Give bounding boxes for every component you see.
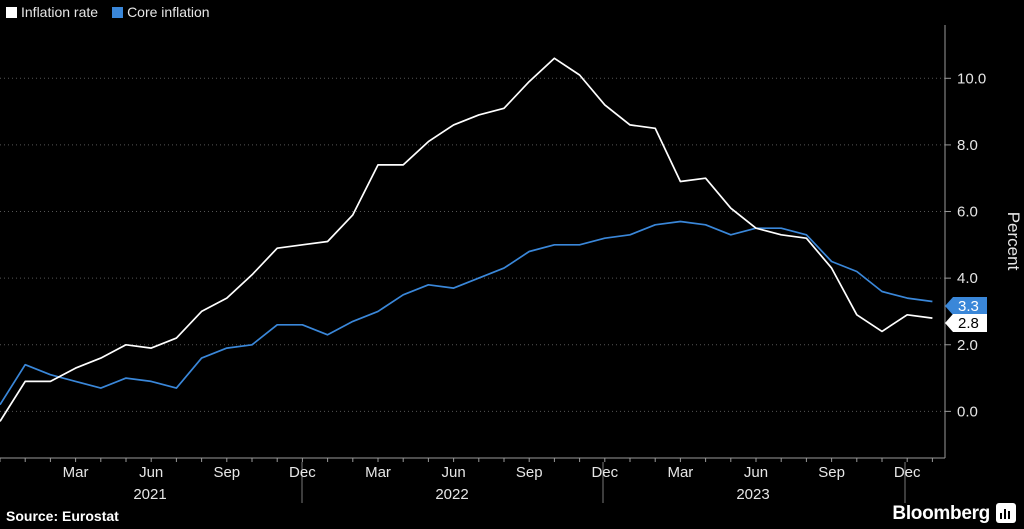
x-month-label: Dec	[289, 464, 316, 481]
legend-item-inflation[interactable]: Inflation rate	[6, 4, 98, 20]
y-tick-label: 0.0	[957, 403, 978, 420]
flag-shape	[945, 314, 987, 332]
x-month-label: Sep	[516, 464, 543, 481]
x-month-label: Jun	[139, 464, 163, 481]
y-tick-label: 2.0	[957, 337, 978, 354]
brand-logo-text: Bloomberg	[892, 503, 990, 524]
y-tick-label: 8.0	[957, 137, 978, 154]
x-month-label: Sep	[213, 464, 240, 481]
x-month-label: Sep	[818, 464, 845, 481]
last-value-flag-inflation: 2.8	[945, 314, 987, 332]
legend-swatch-core	[112, 6, 124, 18]
legend-item-core[interactable]: Core inflation	[112, 4, 210, 20]
flag-shape	[945, 297, 987, 315]
x-year-label: 2023	[736, 486, 769, 503]
y-tick-label: 4.0	[957, 270, 978, 287]
x-month-label: Jun	[744, 464, 768, 481]
y-tick-label: 10.0	[957, 70, 986, 87]
x-month-label: Dec	[894, 464, 921, 481]
legend-swatch-inflation	[6, 6, 17, 18]
axis-labels: 0.0 2.0 4.0 6.0 8.0 10.0 Percent Mar Jun Sep Dec Ma…	[63, 70, 1023, 503]
last-value-flag-core: 3.3	[945, 297, 987, 315]
series-line-core	[0, 220, 933, 406]
x-month-label: Mar	[63, 464, 89, 481]
gridlines	[0, 77, 945, 412]
axes	[0, 25, 951, 503]
source-note: Source: Eurostat	[6, 508, 119, 524]
x-month-label: Mar	[365, 464, 391, 481]
series-lines	[0, 57, 933, 422]
x-month-label: Mar	[667, 464, 693, 481]
x-year-label: 2022	[435, 486, 468, 503]
legend-label-core: Core inflation	[127, 4, 210, 20]
bloomberg-terminal-icon	[996, 503, 1016, 523]
y-tick-label: 6.0	[957, 204, 978, 221]
series-line-inflation	[0, 57, 933, 422]
flag-value: 3.3	[958, 298, 979, 315]
y-axis-title: Percent	[1004, 212, 1023, 271]
x-month-label: Jun	[442, 464, 466, 481]
x-month-label: Dec	[591, 464, 618, 481]
legend-label-inflation: Inflation rate	[21, 4, 99, 20]
flag-value: 2.8	[958, 315, 979, 332]
legend: Inflation rate Core inflation	[6, 4, 210, 20]
x-year-label: 2021	[133, 486, 166, 503]
